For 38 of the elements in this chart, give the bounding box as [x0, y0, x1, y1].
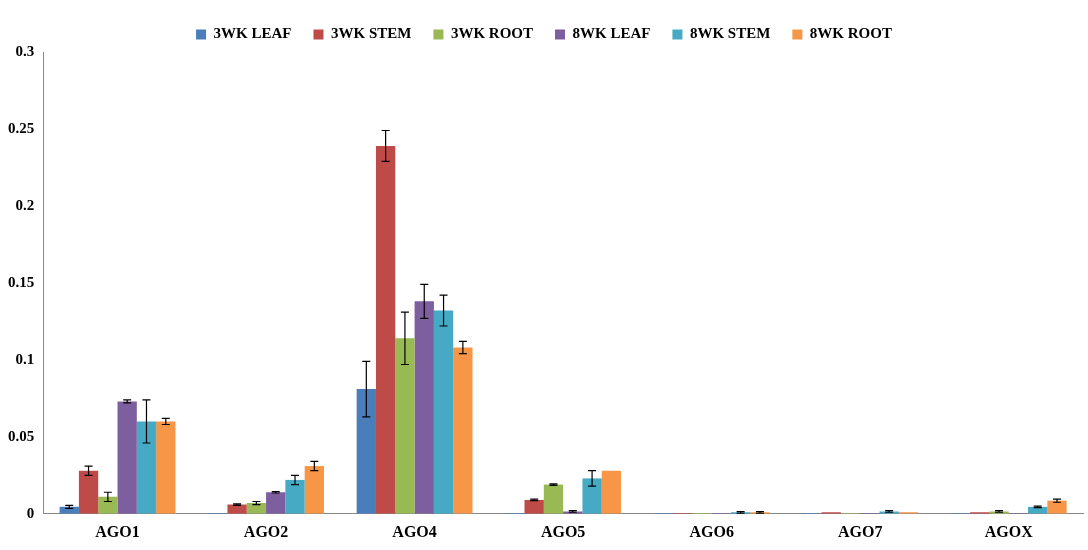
legend-label: 3WK STEM — [330, 25, 412, 42]
y-tick-label: 0.1 — [15, 350, 35, 367]
bar — [304, 466, 324, 514]
bar — [433, 310, 454, 514]
legend-label: 3WK LEAF — [213, 25, 292, 42]
x-tick-label: AGOX — [984, 522, 1034, 540]
bar — [601, 470, 622, 514]
bar — [285, 479, 305, 514]
x-tick-label: AGO1 — [95, 522, 140, 540]
bar — [136, 421, 157, 514]
y-tick-label: 0.15 — [8, 273, 35, 290]
bar — [543, 484, 564, 514]
bar — [356, 389, 376, 514]
x-tick-label: AGO2 — [243, 522, 289, 540]
bar — [266, 492, 286, 514]
legend-label: 8WK ROOT — [809, 25, 892, 42]
bar — [582, 478, 602, 514]
bar — [1047, 500, 1067, 514]
bar — [395, 338, 415, 514]
x-tick-label: AGO6 — [689, 522, 734, 540]
legend-label: 8WK STEM — [689, 25, 771, 42]
y-tick-label: 0.05 — [8, 427, 35, 444]
x-tick-label: AGO5 — [540, 522, 586, 540]
bar — [375, 145, 396, 514]
x-tick-label: AGO7 — [837, 522, 883, 540]
x-tick-label: AGO4 — [392, 522, 437, 540]
y-tick-label: 0.2 — [15, 196, 35, 213]
legend-label: 3WK ROOT — [450, 25, 533, 42]
bar — [453, 347, 473, 514]
bar — [78, 470, 99, 514]
y-tick-label: 0 — [26, 504, 35, 521]
bar — [98, 496, 118, 514]
bar — [117, 401, 137, 514]
bar — [156, 421, 176, 514]
y-tick-label: 0.3 — [15, 42, 35, 59]
legend-label: 8WK LEAF — [572, 25, 651, 42]
bar — [414, 301, 434, 514]
y-tick-label: 0.25 — [8, 119, 35, 136]
